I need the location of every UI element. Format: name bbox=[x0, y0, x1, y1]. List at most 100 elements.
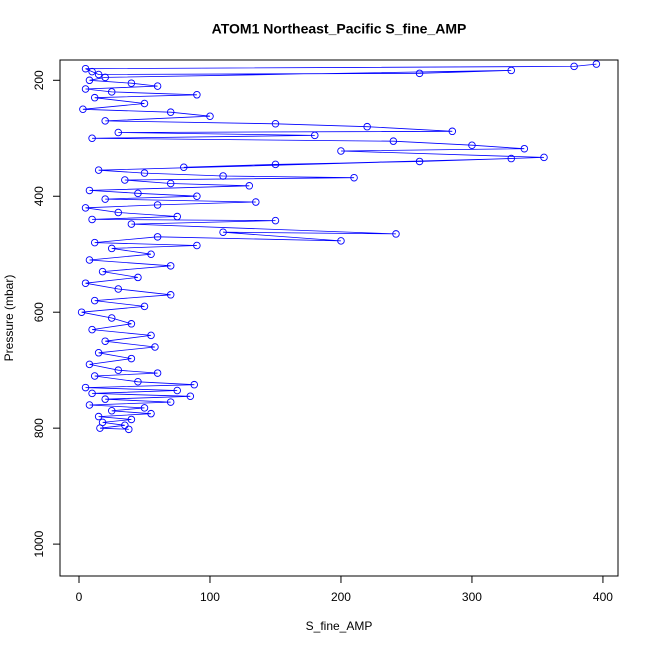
data-point bbox=[94, 166, 103, 174]
data-point bbox=[127, 354, 136, 363]
data-point bbox=[140, 99, 149, 108]
data-point bbox=[94, 412, 103, 421]
data-point bbox=[88, 67, 96, 76]
data-point bbox=[271, 120, 280, 128]
data-point bbox=[311, 131, 319, 140]
data-point bbox=[173, 212, 181, 221]
data-point bbox=[85, 186, 94, 195]
data-point bbox=[540, 153, 548, 162]
y-tick-label: 400 bbox=[32, 186, 46, 206]
data-point bbox=[114, 128, 123, 137]
data-point bbox=[88, 389, 96, 398]
data-point bbox=[85, 360, 94, 369]
data-point bbox=[107, 88, 116, 96]
x-tick-label: 0 bbox=[76, 590, 83, 604]
data-point bbox=[570, 62, 578, 71]
data-point bbox=[507, 66, 515, 75]
data-line bbox=[81, 63, 597, 430]
data-point bbox=[592, 60, 601, 68]
y-tick-label: 600 bbox=[32, 302, 46, 322]
data-point bbox=[350, 173, 358, 182]
data-point bbox=[101, 337, 109, 345]
data-point bbox=[114, 208, 123, 217]
data-point bbox=[134, 189, 142, 198]
data-point bbox=[206, 112, 214, 120]
data-point bbox=[134, 273, 142, 282]
data-point bbox=[90, 238, 99, 247]
data-point bbox=[90, 93, 99, 102]
x-tick-label: 300 bbox=[462, 590, 482, 604]
data-point bbox=[252, 198, 260, 206]
data-point bbox=[85, 256, 94, 264]
data-point bbox=[90, 296, 99, 305]
data-point bbox=[85, 76, 94, 85]
data-point bbox=[140, 169, 149, 177]
data-point bbox=[88, 215, 96, 224]
data-point bbox=[415, 157, 424, 166]
data-point bbox=[79, 105, 87, 114]
data-point bbox=[94, 349, 103, 357]
data-point bbox=[85, 401, 94, 409]
data-point bbox=[337, 147, 345, 155]
data-point bbox=[190, 380, 199, 389]
data-point bbox=[166, 108, 175, 116]
data-point bbox=[140, 404, 149, 412]
data-point bbox=[363, 122, 371, 131]
data-point bbox=[107, 407, 116, 415]
data-point bbox=[147, 409, 155, 418]
data-point bbox=[134, 378, 142, 386]
data-point bbox=[392, 230, 400, 238]
data-point bbox=[107, 314, 116, 322]
data-point bbox=[121, 176, 129, 184]
x-axis-label: S_fine_AMP bbox=[306, 619, 373, 633]
y-tick-label: 200 bbox=[32, 70, 46, 90]
data-point bbox=[147, 250, 155, 258]
data-point bbox=[127, 79, 136, 87]
data-point bbox=[114, 285, 123, 293]
data-point bbox=[193, 192, 201, 200]
data-point bbox=[271, 216, 280, 225]
data-point bbox=[166, 262, 175, 270]
data-point bbox=[448, 127, 457, 136]
data-point bbox=[96, 424, 104, 432]
data-point bbox=[389, 137, 398, 145]
chart-title: ATOM1 Northeast_Pacific S_fine_AMP bbox=[212, 21, 467, 37]
data-point bbox=[166, 179, 175, 188]
data-point bbox=[219, 172, 227, 180]
data-point bbox=[140, 302, 149, 311]
data-point bbox=[193, 91, 201, 99]
data-point bbox=[186, 392, 195, 401]
data-point bbox=[153, 201, 162, 209]
data-point bbox=[127, 320, 136, 328]
data-point bbox=[219, 228, 227, 236]
data-point bbox=[415, 69, 424, 78]
data-point bbox=[180, 163, 188, 172]
data-point bbox=[520, 144, 529, 153]
data-point bbox=[166, 398, 175, 406]
y-axis-label: Pressure (mbar) bbox=[2, 275, 16, 362]
data-point bbox=[468, 141, 476, 149]
data-point bbox=[153, 233, 162, 241]
data-point bbox=[107, 244, 116, 253]
data-point bbox=[507, 154, 515, 163]
data-point bbox=[193, 241, 201, 250]
data-point bbox=[166, 291, 175, 299]
data-point bbox=[153, 82, 162, 90]
data-point bbox=[127, 220, 136, 228]
data-point bbox=[101, 73, 109, 82]
y-tick-label: 800 bbox=[32, 418, 46, 438]
data-point bbox=[94, 70, 103, 79]
data-point bbox=[245, 182, 254, 190]
data-point bbox=[77, 308, 86, 316]
data-point bbox=[173, 386, 181, 395]
data-point bbox=[81, 383, 90, 392]
data-point bbox=[127, 415, 136, 424]
data-point bbox=[101, 395, 109, 403]
data-point bbox=[81, 85, 90, 93]
data-point bbox=[153, 369, 162, 377]
data-point bbox=[147, 331, 155, 340]
data-point bbox=[88, 325, 96, 334]
x-tick-label: 200 bbox=[331, 590, 351, 604]
x-tick-label: 100 bbox=[200, 590, 220, 604]
data-point bbox=[81, 204, 90, 212]
